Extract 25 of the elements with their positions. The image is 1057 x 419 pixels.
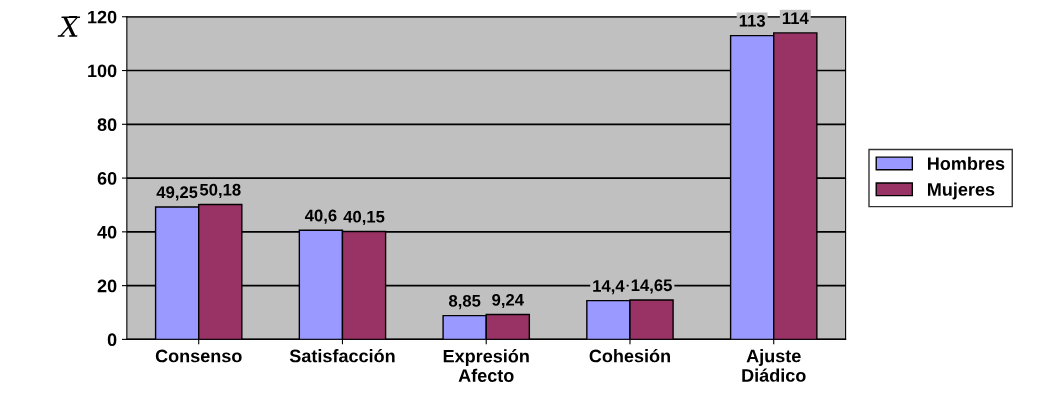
x-tick-label: Ajuste Diádico: [742, 349, 806, 382]
data-label: 14,4: [593, 280, 625, 295]
legend-label: Hombres: [927, 156, 1005, 170]
x-tick-label: Consenso: [155, 349, 242, 363]
data-label: 114: [782, 12, 809, 24]
x-tick-label: Satisfacción: [289, 348, 395, 363]
data-label: 49,25: [156, 186, 198, 201]
x-tick-label: Cohesión: [589, 348, 670, 363]
x-tick-label: Expresión Afecto: [443, 349, 529, 382]
legend-label: Mujeres: [927, 182, 995, 200]
data-label: 50,18: [199, 183, 241, 199]
data-label: 14,65: [631, 279, 672, 294]
y-tick-label: 0: [107, 333, 117, 347]
y-tick-label: 100: [88, 64, 117, 78]
data-label: 40,6: [304, 209, 337, 224]
data-label: 8,85: [448, 294, 481, 310]
y-axis-title: X̄: [57, 16, 81, 37]
data-label: 9,24: [492, 293, 524, 309]
y-tick-label: 80: [97, 118, 117, 132]
y-tick-label: 60: [97, 172, 117, 185]
y-tick-label: 40: [97, 225, 117, 239]
y-tick-label: 20: [97, 279, 117, 293]
data-label: 40,15: [343, 210, 385, 226]
data-label: 113: [739, 14, 766, 27]
y-tick-label: 120: [88, 10, 117, 24]
